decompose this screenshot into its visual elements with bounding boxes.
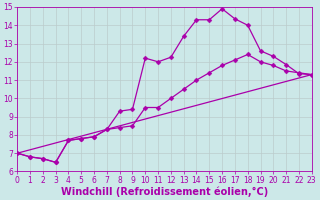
X-axis label: Windchill (Refroidissement éolien,°C): Windchill (Refroidissement éolien,°C) xyxy=(61,186,268,197)
